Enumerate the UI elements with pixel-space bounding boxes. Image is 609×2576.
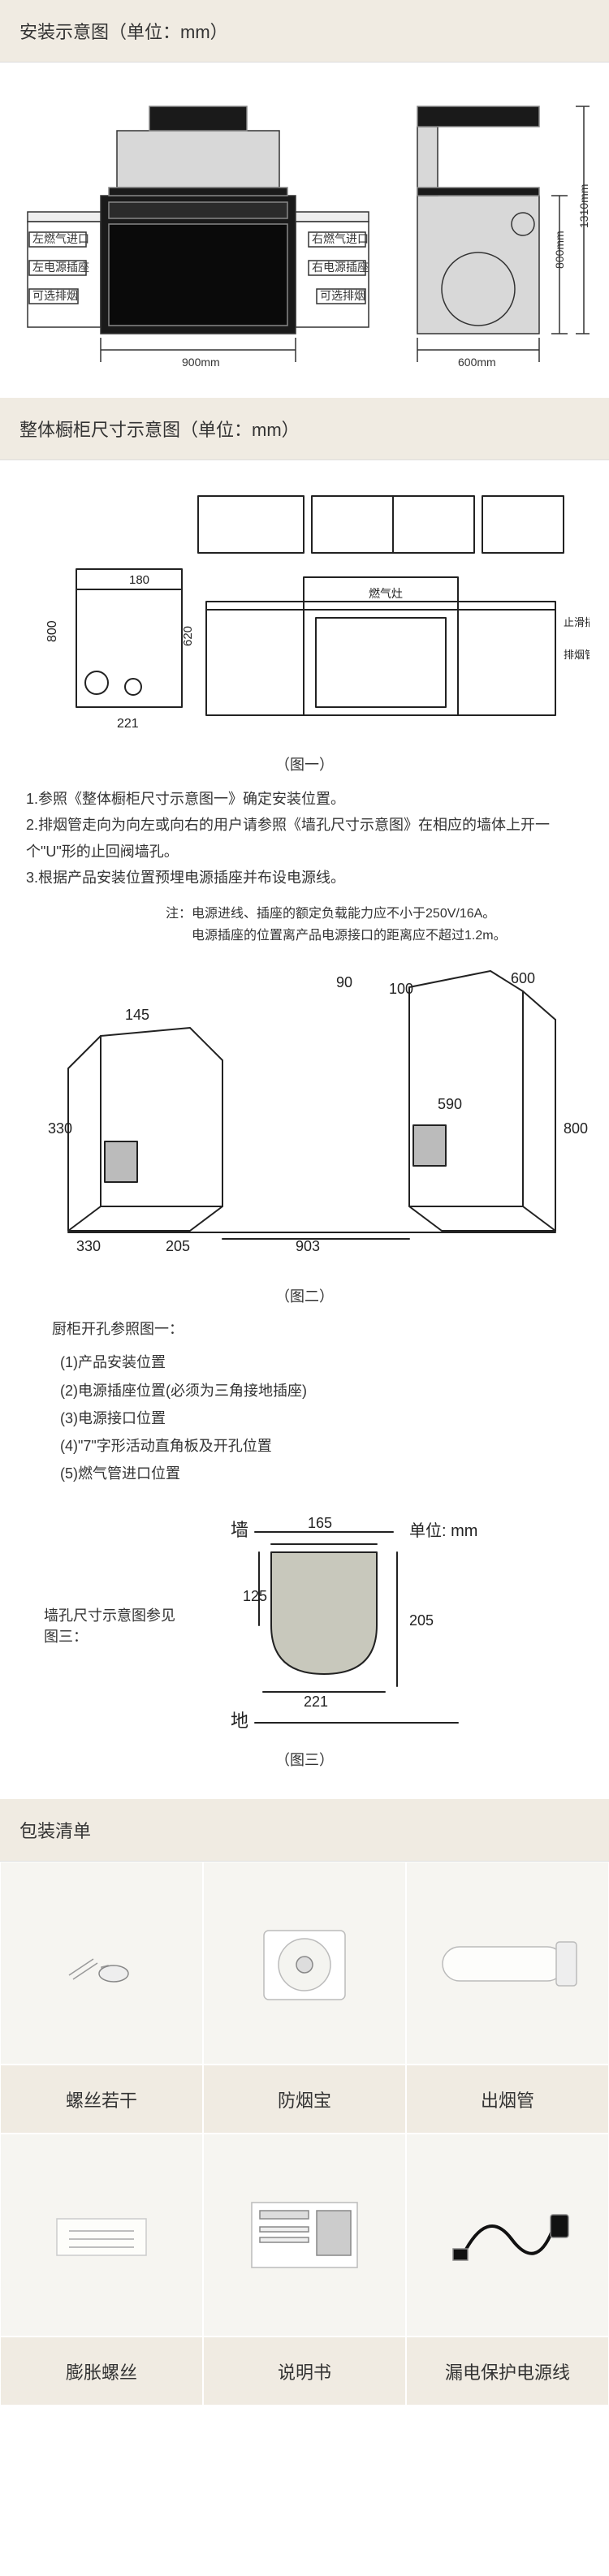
package-section-header: 包装清单 (0, 1799, 609, 1862)
subnote-2: 电源插座的位置离产品电源接口的距离应不超过1.2m。 (192, 929, 507, 943)
pkg-img-manual (203, 2134, 406, 2337)
svg-text:180: 180 (129, 573, 149, 587)
cabinet-note-3: 3.根据产品安装位置预埋电源插座并布设电源线。 (26, 865, 590, 891)
cabinet-section-header: 整体橱柜尺寸示意图（单位：mm） (0, 398, 609, 460)
svg-text:燃气灶: 燃气灶 (369, 587, 403, 600)
floor-label: 地 (231, 1711, 248, 1731)
ref-2: (2)电源插座位置(必须为三角接地插座) (60, 1377, 590, 1405)
pkg-img-cord (406, 2134, 609, 2337)
svg-text:145: 145 (125, 1007, 149, 1023)
cabinet-diagram-svg: 800 221 180 620 燃气灶 排烟管 止滑插座 (19, 480, 590, 740)
pkg-label-5: 漏电保护电源线 (406, 2337, 609, 2406)
ref-3: (3)电源接口位置 (60, 1405, 590, 1432)
unit-label: 单位: mm (409, 1521, 477, 1540)
svg-text:600: 600 (511, 970, 535, 986)
install-title: 安装示意图（单位：mm） (19, 22, 228, 42)
svg-text:100: 100 (389, 981, 413, 997)
cabinet-caption: （图一） (19, 753, 590, 775)
svg-text:800: 800 (45, 620, 59, 642)
install-diagram-svg: 左燃气进口 左电源插座 可选排烟 右燃气进口 右电源插座 可选排烟 900mm (19, 82, 590, 374)
subnote-prefix: 注： (166, 907, 192, 921)
wall-hole-svg: 墙 单位: mm 165 125 221 205 地 (182, 1512, 507, 1739)
cabinet-note-2: 2.排烟管走向为向左或向右的用户请参照《墙孔尺寸示意图》在相应的墙体上开一个"U… (26, 812, 590, 865)
wall-label: 墙 (231, 1520, 248, 1540)
svg-text:800: 800 (564, 1120, 588, 1137)
label-right-gas: 右燃气进口 (312, 232, 369, 245)
cabinet-body: 800 221 180 620 燃气灶 排烟管 止滑插座 （图一） 1.参照《整… (0, 460, 609, 1799)
ref-4: (4)"7"字形活动直角板及开孔位置 (60, 1432, 590, 1460)
svg-text:330: 330 (48, 1120, 72, 1137)
svg-text:330: 330 (76, 1238, 101, 1254)
pkg-label-1: 防烟宝 (203, 2065, 406, 2134)
label-right-power: 右电源插座 (312, 261, 369, 274)
wall-hole-caption: （图三） (19, 1749, 590, 1770)
label-left-gas: 左燃气进口 (32, 232, 89, 245)
svg-text:125: 125 (243, 1588, 267, 1604)
opening-intro: 厨柜开孔参照图一： (52, 1316, 590, 1342)
pkg-img-damper (203, 1862, 406, 2065)
label-right-opt: 可选排烟 (320, 289, 365, 302)
dim-600: 600mm (458, 356, 496, 369)
svg-text:90: 90 (336, 974, 352, 990)
svg-text:903: 903 (296, 1238, 320, 1254)
svg-text:205: 205 (166, 1238, 190, 1254)
package-grid: 螺丝若干 防烟宝 出烟管 膨胀螺丝 说明书 漏电保护电源线 (0, 1862, 609, 2406)
opening-ref-list: (1)产品安装位置 (2)电源插座位置(必须为三角接地插座) (3)电源接口位置… (60, 1348, 590, 1487)
wall-hole-intro: 墙孔尺寸示意图参见图三： (19, 1604, 182, 1646)
opening-caption: （图二） (19, 1285, 590, 1306)
dim-1310: 1310mm (577, 184, 590, 228)
cabinet-note-1: 1.参照《整体橱柜尺寸示意图一》确定安装位置。 (26, 786, 590, 812)
pkg-img-screws (0, 1862, 203, 2065)
label-left-opt: 可选排烟 (32, 289, 78, 302)
pkg-img-anchors (0, 2134, 203, 2337)
svg-text:165: 165 (308, 1515, 332, 1531)
svg-text:620: 620 (181, 626, 195, 646)
install-section-header: 安装示意图（单位：mm） (0, 0, 609, 63)
opening-diagram-svg: 145 330 330 205 903 90 100 590 600 800 (19, 947, 590, 1271)
cabinet-subnotes: 注：电源进线、插座的额定负载能力应不小于250V/16A。 注：电源插座的位置离… (166, 903, 590, 947)
svg-text:止滑插座: 止滑插座 (564, 616, 590, 628)
dim-900: 900mm (182, 356, 220, 369)
pkg-label-0: 螺丝若干 (0, 2065, 203, 2134)
cabinet-notes: 1.参照《整体橱柜尺寸示意图一》确定安装位置。 2.排烟管走向为向左或向右的用户… (26, 786, 590, 891)
ref-5: (5)燃气管进口位置 (60, 1460, 590, 1487)
pkg-label-3: 膨胀螺丝 (0, 2337, 203, 2406)
pkg-img-pipe (406, 1862, 609, 2065)
svg-text:221: 221 (304, 1694, 328, 1710)
cabinet-title: 整体橱柜尺寸示意图（单位：mm） (19, 420, 300, 440)
svg-text:221: 221 (117, 717, 139, 731)
svg-text:590: 590 (438, 1096, 462, 1112)
package-title: 包装清单 (19, 1821, 91, 1841)
label-left-power: 左电源插座 (32, 261, 89, 274)
dim-800: 800mm (553, 231, 566, 269)
ref-1: (1)产品安装位置 (60, 1348, 590, 1376)
install-diagram-body: 左燃气进口 左电源插座 可选排烟 右燃气进口 右电源插座 可选排烟 900mm (0, 63, 609, 398)
svg-text:205: 205 (409, 1612, 434, 1629)
pkg-label-4: 说明书 (203, 2337, 406, 2406)
subnote-1: 电源进线、插座的额定负载能力应不小于250V/16A。 (192, 907, 495, 921)
pkg-label-2: 出烟管 (406, 2065, 609, 2134)
svg-text:排烟管: 排烟管 (564, 649, 590, 661)
